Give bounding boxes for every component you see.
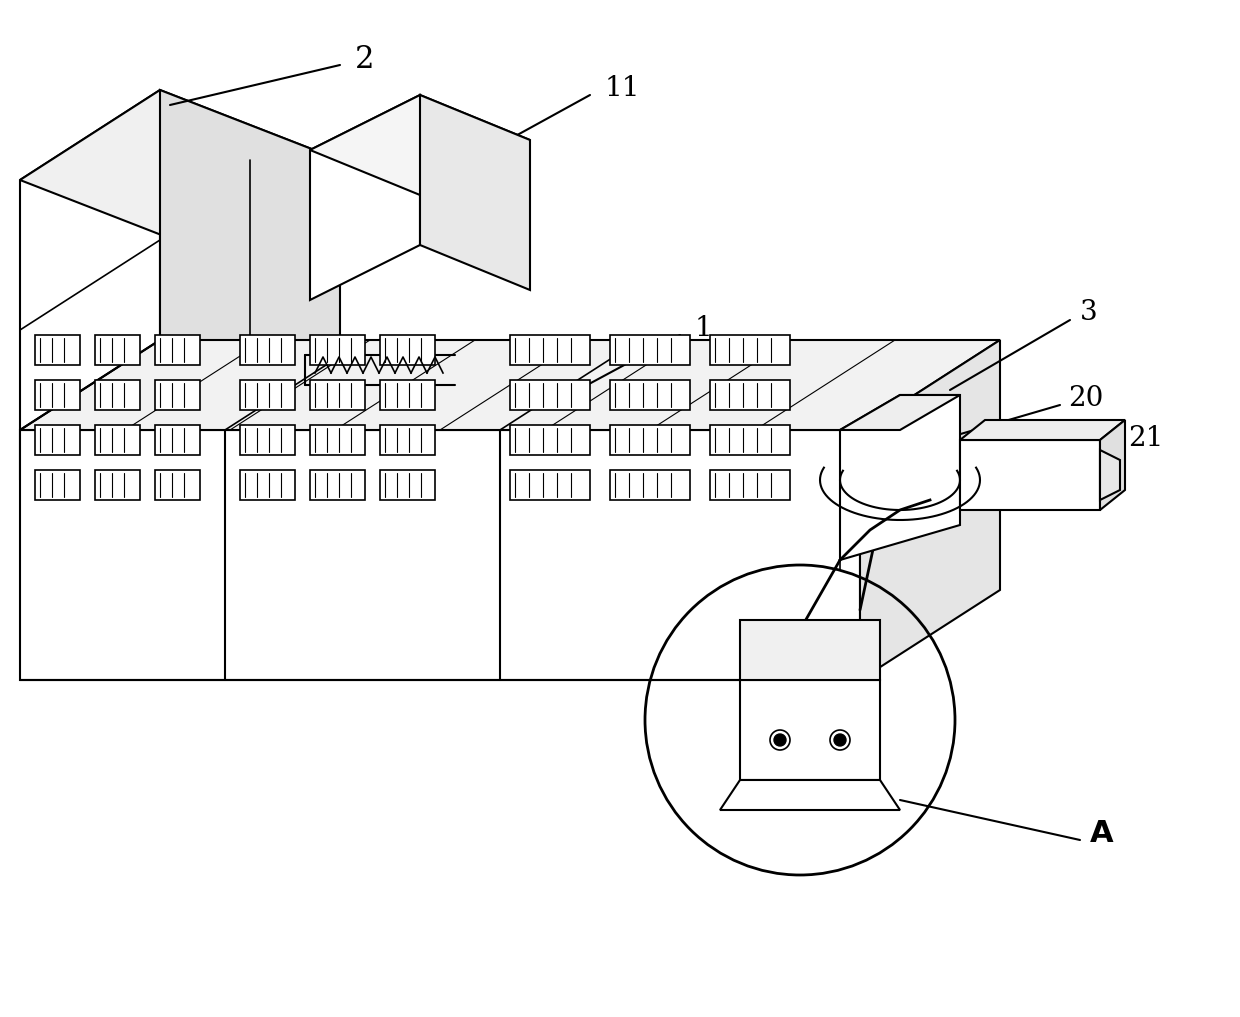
Bar (95, 470, 140, 500)
Bar (310, 335, 365, 365)
Text: 21: 21 (1128, 424, 1163, 452)
Text: 1: 1 (694, 314, 713, 342)
Polygon shape (960, 440, 1100, 510)
Bar (155, 380, 200, 410)
Bar (610, 425, 689, 455)
Polygon shape (20, 89, 160, 480)
Polygon shape (839, 395, 960, 560)
Polygon shape (720, 780, 900, 810)
Bar (379, 380, 435, 410)
Bar (510, 335, 590, 365)
Bar (310, 470, 365, 500)
Polygon shape (20, 89, 340, 250)
Text: 3: 3 (1080, 299, 1097, 326)
Bar (95, 380, 140, 410)
Bar (35, 380, 81, 410)
Polygon shape (310, 95, 529, 195)
Polygon shape (160, 89, 340, 460)
Bar (95, 425, 140, 455)
Bar (379, 335, 435, 365)
Polygon shape (960, 420, 1125, 440)
Polygon shape (20, 430, 861, 680)
Bar (310, 380, 365, 410)
Polygon shape (20, 340, 999, 430)
Bar (610, 335, 689, 365)
Polygon shape (420, 95, 529, 290)
Bar (379, 425, 435, 455)
Text: A: A (1090, 819, 1114, 847)
Bar (610, 380, 689, 410)
Bar (35, 335, 81, 365)
Bar (310, 425, 365, 455)
Bar (155, 425, 200, 455)
Circle shape (835, 734, 846, 746)
Text: 11: 11 (605, 74, 641, 102)
Bar (510, 425, 590, 455)
Bar (510, 380, 590, 410)
Polygon shape (740, 620, 880, 680)
Bar (35, 425, 81, 455)
Bar (241, 470, 295, 500)
Bar (155, 335, 200, 365)
Polygon shape (310, 95, 420, 300)
Circle shape (774, 734, 786, 746)
Text: 20: 20 (1068, 384, 1104, 412)
Bar (711, 335, 790, 365)
Bar (711, 425, 790, 455)
Bar (35, 470, 81, 500)
Bar (711, 380, 790, 410)
Bar (711, 470, 790, 500)
Polygon shape (1100, 420, 1125, 510)
Text: 2: 2 (355, 45, 374, 75)
Polygon shape (740, 680, 880, 780)
Bar (379, 470, 435, 500)
Bar (241, 425, 295, 455)
Bar (610, 470, 689, 500)
Polygon shape (839, 395, 960, 430)
Polygon shape (861, 340, 999, 680)
Bar (510, 470, 590, 500)
Bar (241, 335, 295, 365)
Bar (241, 380, 295, 410)
Bar (95, 335, 140, 365)
Polygon shape (1100, 450, 1120, 500)
Bar (155, 470, 200, 500)
